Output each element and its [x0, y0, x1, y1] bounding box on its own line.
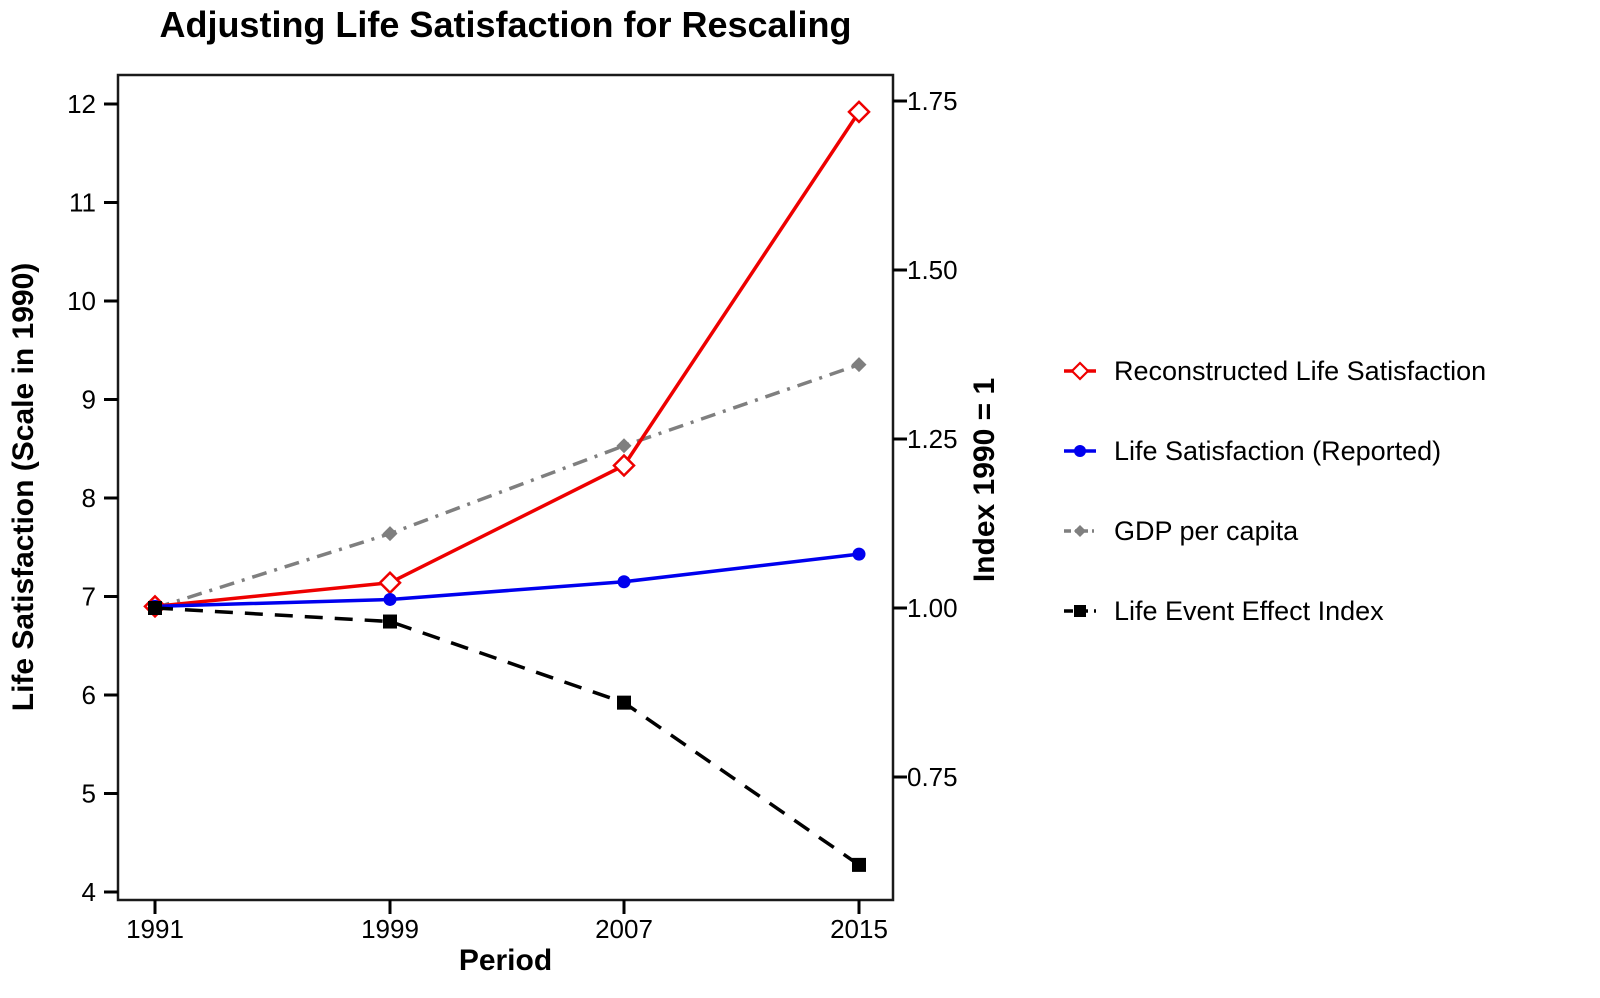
- data-point-marker: [852, 857, 866, 872]
- y-tick-label-left: 9: [82, 385, 96, 415]
- series-line: [154, 362, 860, 610]
- legend-label: Life Event Effect Index: [1114, 595, 1384, 626]
- chart-title: Adjusting Life Satisfaction for Rescalin…: [159, 4, 852, 45]
- legend-marker-open-diamond-icon: [1062, 356, 1098, 386]
- y-tick-label-left: 12: [67, 89, 96, 119]
- y-tick-label-left: 8: [82, 483, 96, 513]
- legend-marker-diamond-icon: [1062, 516, 1098, 546]
- y-tick-label-right: 0.75: [907, 762, 958, 792]
- legend-item-reported: Life Satisfaction (Reported): [1062, 411, 1582, 491]
- series-4: [148, 601, 866, 872]
- plot-border: [116, 73, 895, 902]
- data-point-marker: [617, 695, 631, 710]
- legend-swatch-svg: [1064, 445, 1096, 457]
- legend-marker-circle-icon: [1062, 436, 1098, 466]
- series-3: [147, 357, 867, 616]
- legend-label: Reconstructed Life Satisfaction: [1114, 355, 1487, 386]
- series-1: [143, 100, 871, 619]
- y-tick-label-right: 1.25: [907, 424, 958, 454]
- series-line: [154, 110, 861, 609]
- legend-label: GDP per capita: [1114, 515, 1299, 546]
- legend-item-gdp: GDP per capita: [1062, 491, 1582, 571]
- legend-label: Life Satisfaction (Reported): [1114, 435, 1442, 466]
- y-tick-label-left: 4: [82, 877, 96, 907]
- y-tick-label-right: 1.00: [907, 593, 958, 623]
- data-point-marker: [383, 592, 397, 606]
- legend-swatch-svg: [1064, 605, 1096, 617]
- legend-item-reconstructed: Reconstructed Life Satisfaction: [1062, 331, 1582, 411]
- legend-marker: [1074, 445, 1086, 457]
- y-tick-label-left: 6: [82, 680, 96, 710]
- legend-marker: [1070, 361, 1090, 381]
- x-tick-label: 2015: [830, 914, 888, 944]
- data-point-marker: [851, 357, 867, 373]
- legend-swatch-svg: [1064, 525, 1096, 537]
- series-line: [154, 552, 860, 609]
- series-2: [148, 547, 866, 613]
- data-point-marker: [616, 438, 632, 454]
- data-point-marker: [382, 526, 398, 542]
- x-tick-label: 2007: [595, 914, 653, 944]
- series-line: [154, 606, 860, 867]
- data-point-marker: [383, 614, 397, 629]
- data-point-marker: [148, 601, 162, 615]
- x-axis-label: Period: [458, 944, 553, 977]
- y-tick-label-left: 10: [67, 286, 96, 316]
- y-tick-label-left: 7: [82, 582, 96, 612]
- legend-marker: [1074, 525, 1086, 537]
- data-point-marker: [847, 100, 871, 124]
- y-tick-label-left: 5: [82, 779, 96, 809]
- legend-item-life-event: Life Event Effect Index: [1062, 571, 1582, 651]
- x-tick-label: 1999: [361, 914, 419, 944]
- legend-swatch-svg: [1064, 361, 1096, 381]
- x-tick-label: 1991: [126, 914, 184, 944]
- legend-marker: [1074, 605, 1086, 617]
- legend-marker-square-icon: [1062, 596, 1098, 626]
- y-tick-label-right: 1.50: [907, 255, 958, 285]
- data-point-marker: [378, 570, 402, 595]
- data-point-marker: [617, 575, 631, 589]
- legend: Reconstructed Life Satisfaction Life Sat…: [1062, 331, 1582, 651]
- data-point-marker: [852, 547, 866, 561]
- y-tick-label-left: 11: [69, 188, 96, 218]
- data-point-marker: [612, 453, 636, 478]
- y-tick-label-right: 1.75: [907, 86, 958, 116]
